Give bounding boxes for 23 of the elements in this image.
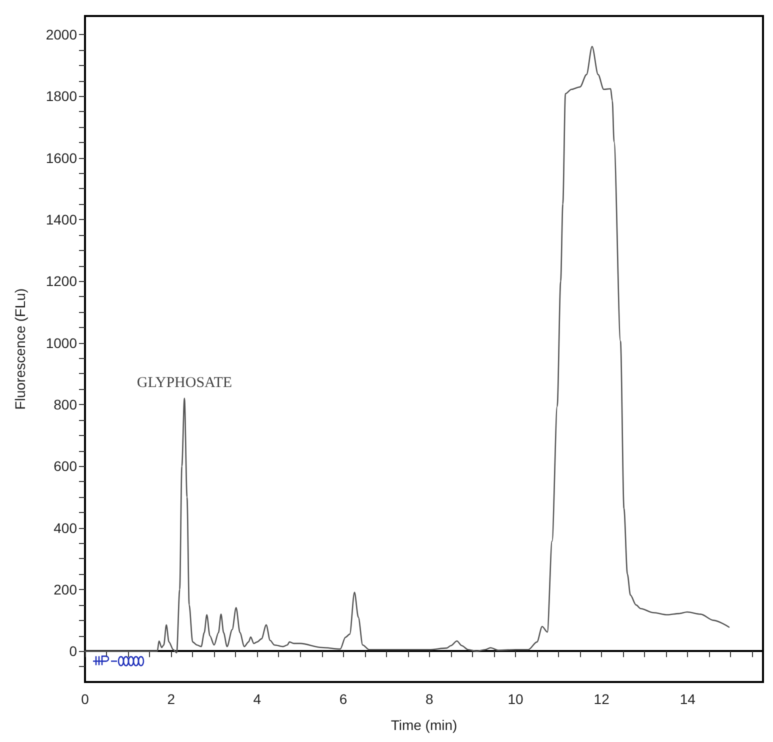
x-tick-label: 12: [594, 691, 610, 707]
y-tick-label: 800: [54, 396, 78, 412]
y-tick-label: 1400: [46, 212, 78, 228]
y-tick-label: 2000: [46, 26, 78, 42]
x-tick-label: 8: [425, 691, 434, 707]
x-axis-title: Time (min): [390, 717, 458, 733]
y-tick-label: 600: [54, 458, 78, 474]
line-series: [84, 46, 730, 654]
x-tick-label: 6: [339, 691, 348, 707]
y-tick-label: 200: [54, 582, 78, 598]
y-tick-label: 1200: [46, 273, 78, 290]
y-axis-title: Fluorescence (FLu): [12, 288, 28, 410]
y-tick-label: 1600: [46, 150, 78, 166]
x-tick-label: 2: [167, 691, 176, 707]
y-tick-label: 1800: [46, 88, 78, 104]
x-tick-label: 14: [680, 691, 696, 707]
annotation: GLYPHOSATE: [136, 374, 232, 391]
x-tick-label: 4: [253, 691, 262, 707]
x-tick-label: 0: [81, 691, 90, 707]
y-tick-label: 400: [54, 520, 78, 536]
x-tick-label: 10: [508, 691, 524, 707]
y-tick-label: 1000: [46, 334, 78, 351]
y-tick-label: 0: [69, 643, 78, 660]
